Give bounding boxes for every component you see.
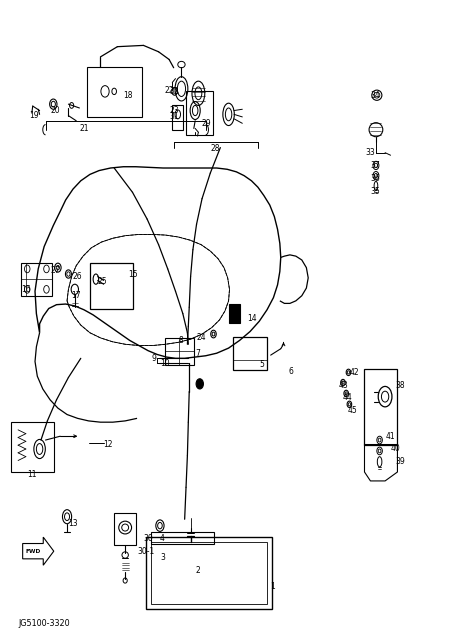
- Bar: [233, 337, 268, 370]
- Bar: [114, 513, 136, 545]
- Text: 45: 45: [347, 406, 357, 415]
- Text: FWD: FWD: [25, 548, 40, 554]
- Text: 26: 26: [73, 272, 83, 281]
- Text: 14: 14: [247, 314, 257, 323]
- Text: 40: 40: [391, 445, 400, 454]
- Bar: [151, 542, 268, 604]
- Text: 12: 12: [104, 440, 113, 449]
- Text: 19: 19: [29, 111, 39, 120]
- Text: 20: 20: [50, 106, 60, 115]
- Text: 38: 38: [395, 381, 405, 390]
- Text: 6: 6: [288, 367, 293, 376]
- Text: 22: 22: [164, 86, 174, 95]
- Bar: [186, 92, 213, 135]
- Text: 30: 30: [144, 534, 153, 543]
- Text: 23: 23: [169, 106, 179, 115]
- Polygon shape: [22, 537, 54, 565]
- Text: 27: 27: [50, 266, 60, 275]
- Text: 21: 21: [79, 124, 89, 133]
- Bar: [11, 422, 54, 472]
- Ellipse shape: [51, 101, 56, 107]
- Bar: [146, 537, 272, 609]
- Bar: [90, 262, 134, 308]
- Text: 44: 44: [343, 394, 353, 403]
- Text: 25: 25: [98, 277, 107, 286]
- Text: 42: 42: [349, 368, 359, 377]
- Bar: [21, 262, 52, 296]
- Text: 8: 8: [178, 336, 183, 345]
- Bar: [151, 532, 214, 543]
- Text: 18: 18: [123, 91, 133, 100]
- Text: 41: 41: [386, 432, 396, 441]
- Text: 10: 10: [160, 359, 169, 368]
- Text: 9: 9: [152, 354, 157, 363]
- Bar: [164, 338, 194, 365]
- Text: 32: 32: [169, 87, 179, 96]
- Text: 24: 24: [196, 333, 206, 342]
- Text: 5: 5: [259, 360, 264, 369]
- Text: 1: 1: [271, 582, 275, 591]
- Text: 2: 2: [195, 566, 200, 575]
- Bar: [172, 106, 183, 130]
- Text: 13: 13: [68, 518, 78, 527]
- Text: 29: 29: [201, 119, 211, 128]
- Text: 4: 4: [160, 534, 165, 543]
- Text: 3: 3: [161, 553, 166, 562]
- Text: 43: 43: [338, 381, 348, 390]
- Text: 28: 28: [210, 145, 220, 154]
- Text: 35: 35: [370, 186, 380, 195]
- Text: 15: 15: [128, 269, 138, 278]
- Text: 11: 11: [27, 470, 37, 479]
- Bar: [364, 369, 397, 445]
- Text: 36: 36: [370, 173, 380, 183]
- Text: 33: 33: [366, 148, 375, 157]
- Text: 30-1: 30-1: [137, 547, 154, 556]
- Bar: [87, 67, 142, 117]
- Circle shape: [196, 379, 203, 389]
- Text: JG5100-3320: JG5100-3320: [18, 619, 70, 628]
- Text: 37: 37: [370, 161, 380, 170]
- Text: 17: 17: [72, 291, 81, 300]
- Text: 34: 34: [370, 91, 380, 100]
- Bar: [230, 304, 240, 323]
- Text: 16: 16: [21, 285, 31, 294]
- Text: 7: 7: [195, 349, 200, 358]
- Text: 39: 39: [395, 457, 405, 467]
- Text: 31: 31: [169, 113, 179, 122]
